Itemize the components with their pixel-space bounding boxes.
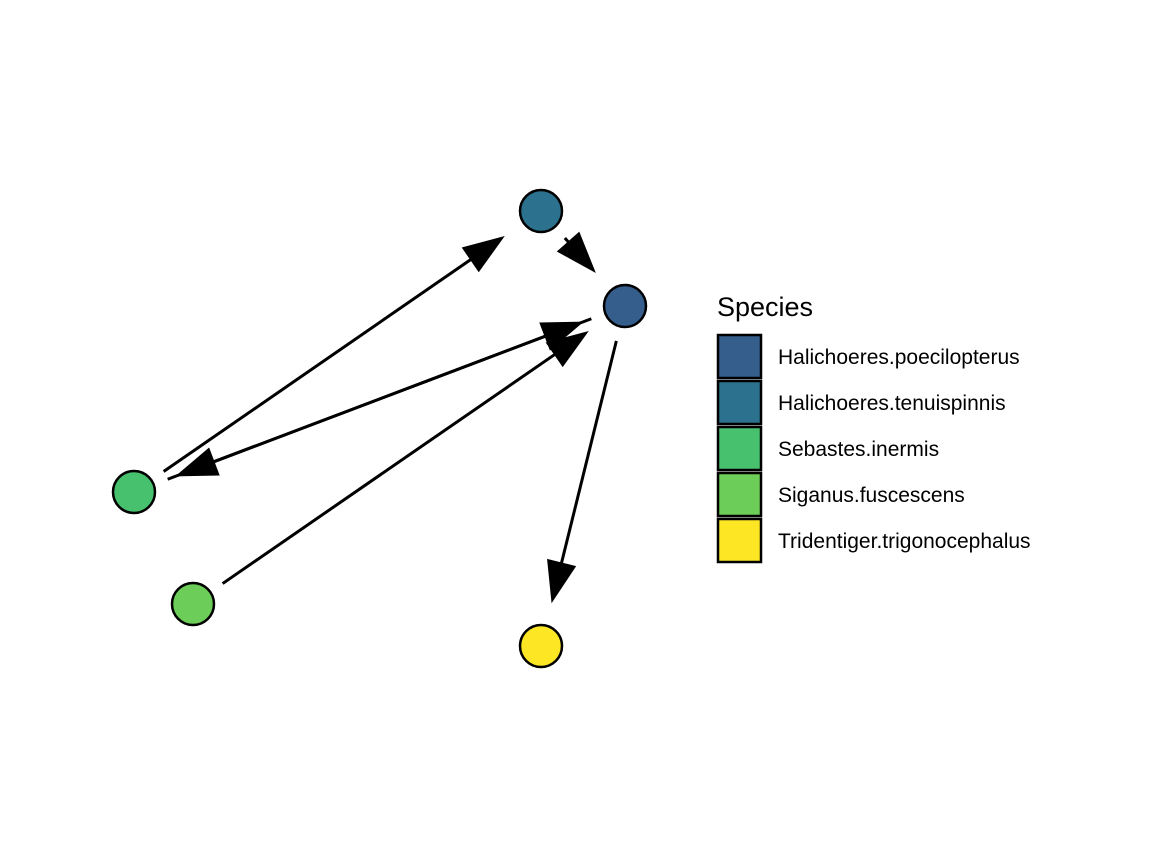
legend-swatch — [716, 379, 763, 426]
legend-label: Halichoeres.tenuispinnis — [778, 392, 1006, 415]
node-halichoeres-tenuispinnis — [518, 188, 564, 234]
legend-label: Sebastes.inermis — [778, 438, 939, 461]
legend: Species Halichoeres.poecilopterusHalicho… — [716, 292, 1031, 564]
edge-line — [162, 256, 475, 473]
legend-title: Species — [717, 292, 813, 322]
arrowhead-icon — [556, 231, 596, 274]
legend-item-tridentiger-trigonocephalus: Tridentiger.trigonocephalus — [716, 517, 1031, 564]
edge-line — [221, 351, 559, 585]
legend-swatch — [716, 425, 763, 472]
legend-label: Halichoeres.poecilopterus — [778, 346, 1020, 369]
arrowhead-icon — [175, 447, 220, 477]
node-sebastes-inermis — [111, 469, 157, 515]
legend-item-halichoeres-tenuispinnis: Halichoeres.tenuispinnis — [716, 379, 1006, 426]
edge-sebastes-inermis-to-halichoeres-tenuispinnis — [162, 235, 505, 473]
arrowhead-icon — [547, 558, 577, 604]
legend-label: Tridentiger.trigonocephalus — [778, 530, 1031, 553]
legend-items: Halichoeres.poecilopterus Halichoeres.ten… — [716, 333, 1031, 564]
legend-label: Siganus.fuscescens — [778, 484, 965, 507]
edge-line — [167, 333, 549, 481]
node-siganus-fuscescens — [170, 581, 216, 627]
arrowhead-icon — [461, 235, 505, 273]
edge-sebastes-inermis-to-halichoeres-poecilopterus — [167, 321, 584, 481]
node-tridentiger-trigonocephalus — [518, 623, 564, 669]
legend-item-halichoeres-poecilopterus: Halichoeres.poecilopterus — [716, 333, 1020, 380]
legend-swatch — [716, 471, 763, 518]
nodes-layer — [111, 188, 648, 669]
legend-swatch — [716, 333, 763, 380]
edge-siganus-fuscescens-to-halichoeres-poecilopterus — [221, 330, 589, 585]
node-halichoeres-poecilopterus — [602, 283, 648, 329]
legend-item-sebastes-inermis: Sebastes.inermis — [716, 425, 939, 472]
edges-layer — [162, 231, 618, 604]
arrowhead-icon — [545, 330, 589, 368]
legend-item-siganus-fuscescens: Siganus.fuscescens — [716, 471, 965, 518]
edge-halichoeres-poecilopterus-to-tridentiger-trigonocephalus — [547, 340, 618, 604]
edge-halichoeres-tenuispinnis-to-halichoeres-poecilopterus — [556, 231, 596, 274]
edge-line — [559, 340, 618, 567]
legend-swatch — [716, 517, 763, 564]
